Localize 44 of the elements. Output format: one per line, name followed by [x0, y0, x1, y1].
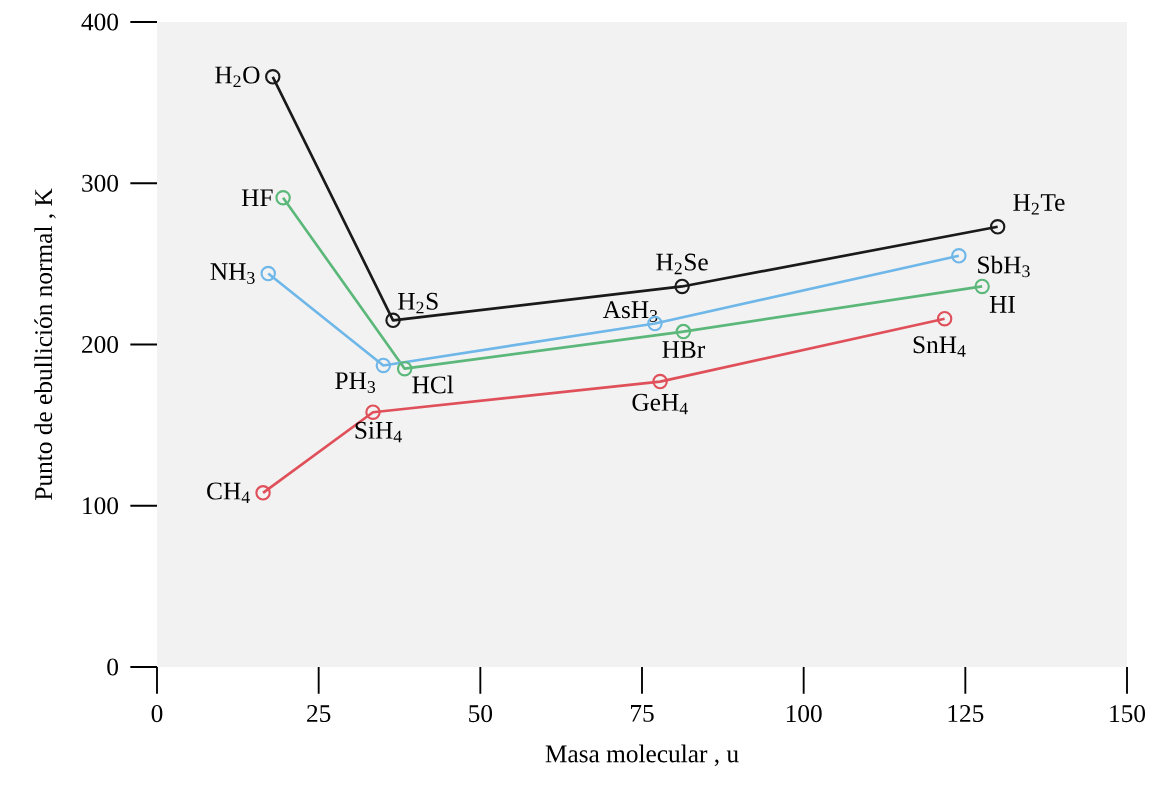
annotation: NH$_{3}$	[210, 263, 255, 284]
point	[265, 69, 281, 85]
point	[385, 312, 401, 329]
annotation: HBr	[662, 341, 705, 358]
x-tick-label: 100	[786, 705, 822, 723]
x-tick-label: 50	[469, 705, 493, 723]
point	[652, 373, 668, 390]
point	[275, 190, 291, 206]
annotation: HI	[989, 296, 1015, 313]
point	[674, 278, 690, 295]
x-tick-label: 0	[151, 705, 163, 723]
annotation: H$_{2}$Se	[656, 253, 708, 275]
y-tick-label: 300	[82, 174, 118, 192]
x-tick-label: 25	[307, 705, 331, 723]
annotation: H$_{2}$S	[398, 292, 438, 314]
point	[365, 404, 381, 420]
x-tick-label: 125	[948, 705, 984, 723]
point	[675, 323, 692, 340]
annotation: H$_{2}$Te	[1013, 194, 1065, 215]
point	[260, 265, 276, 282]
x-tick-label: 75	[631, 705, 654, 722]
y-tick-label: 400	[81, 13, 118, 31]
annotation: SnH$_{4}$	[913, 336, 966, 357]
point	[396, 360, 413, 377]
y-tick-label: 0	[107, 658, 118, 676]
point	[974, 278, 990, 295]
point	[951, 248, 967, 264]
point	[375, 357, 392, 374]
annotation: H$_{2}$O	[215, 66, 260, 88]
y-axis-title: Punto de ebullición normal , K	[34, 188, 56, 500]
annotation: HF	[241, 189, 273, 207]
annotation: PH$_{3}$	[335, 372, 376, 393]
point	[936, 310, 953, 327]
annotation: CH$_{4}$	[207, 482, 250, 504]
y-tick-label: 100	[83, 497, 118, 515]
point	[255, 485, 271, 501]
annotation: GeH$_{4}$	[632, 393, 688, 415]
x-axis-title: Masa molecular , u	[545, 744, 739, 767]
x-tick-label: 150	[1110, 705, 1146, 723]
annotation: HCl	[412, 375, 454, 394]
annotation: SiH$_{4}$	[355, 421, 402, 443]
point	[989, 219, 1006, 235]
y-tick-label: 200	[82, 335, 118, 354]
annotation: SbH$_{3}$	[978, 255, 1030, 278]
